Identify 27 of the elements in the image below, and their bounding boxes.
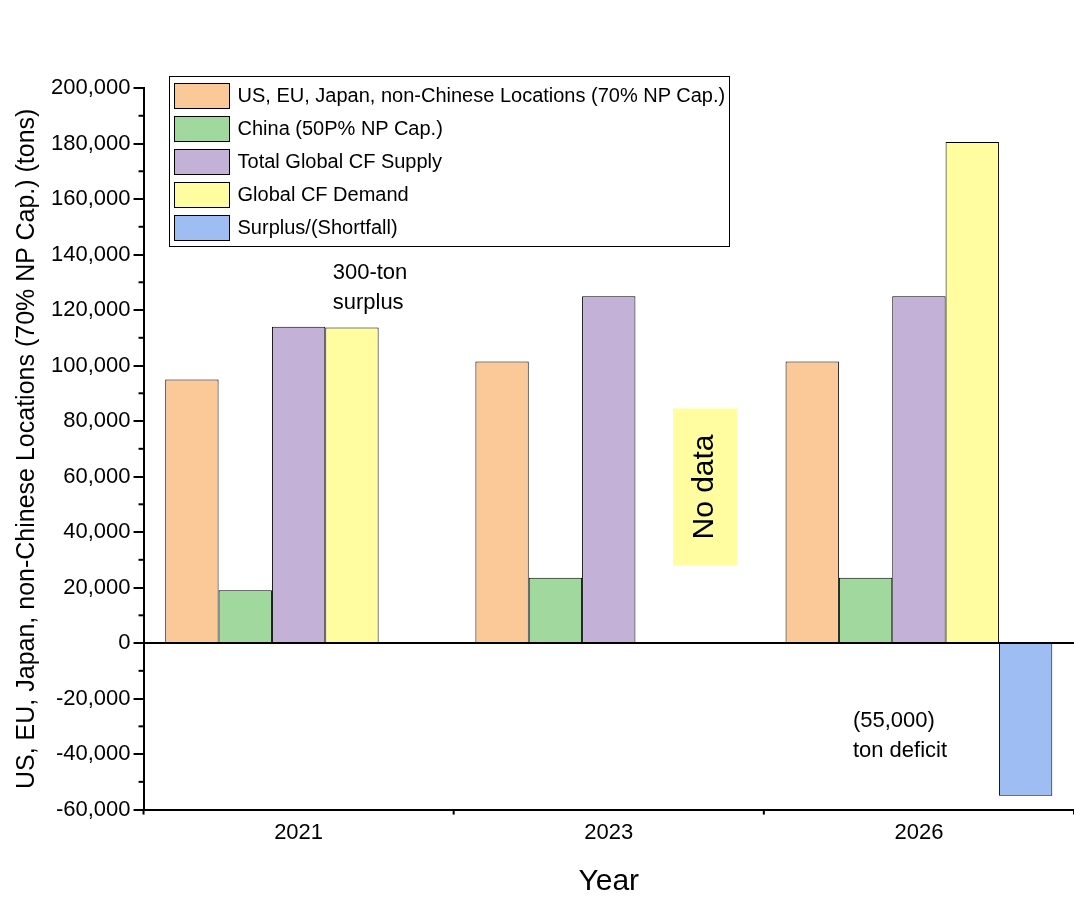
y-tick-label: 120,000 <box>50 296 131 322</box>
annotation: No data <box>686 434 720 540</box>
y-tick-label: -20,000 <box>55 684 131 710</box>
y-tick-label: 140,000 <box>50 240 131 266</box>
y-tick-label: 80,000 <box>63 407 131 433</box>
annotation: (55,000) ton deficit <box>852 707 948 763</box>
y-tick-label: 200,000 <box>50 74 131 100</box>
legend-label: Total Global CF Supply <box>237 149 443 174</box>
legend-label: Surplus/(Shortfall) <box>237 215 398 240</box>
x-tick-label: 2021 <box>274 818 324 844</box>
x-axis-title: Year <box>578 863 640 897</box>
y-tick-label: -40,000 <box>55 740 131 766</box>
y-tick-label: 40,000 <box>63 518 131 544</box>
legend-label: US, EU, Japan, non-Chinese Locations (70% NP Cap.) <box>237 83 726 108</box>
y-tick-label: 180,000 <box>50 129 131 155</box>
annotation: 300-ton surplus <box>332 259 408 315</box>
y-tick-label: 0 <box>118 629 131 655</box>
legend-label: Global CF Demand <box>237 182 409 207</box>
y-tick-label: 20,000 <box>63 573 131 599</box>
x-tick-label: 2026 <box>894 818 944 844</box>
y-axis-title: US, EU, Japan, non-Chinese Locations (70% NP Cap.) (tons) <box>10 108 39 790</box>
y-tick-label: 100,000 <box>50 351 131 377</box>
x-tick-label: 2023 <box>584 818 634 844</box>
y-tick-label: 160,000 <box>50 185 131 211</box>
legend-label: China (50P% NP Cap.) <box>237 116 443 141</box>
y-tick-label: -60,000 <box>55 795 131 821</box>
y-tick-label: 60,000 <box>63 462 131 488</box>
